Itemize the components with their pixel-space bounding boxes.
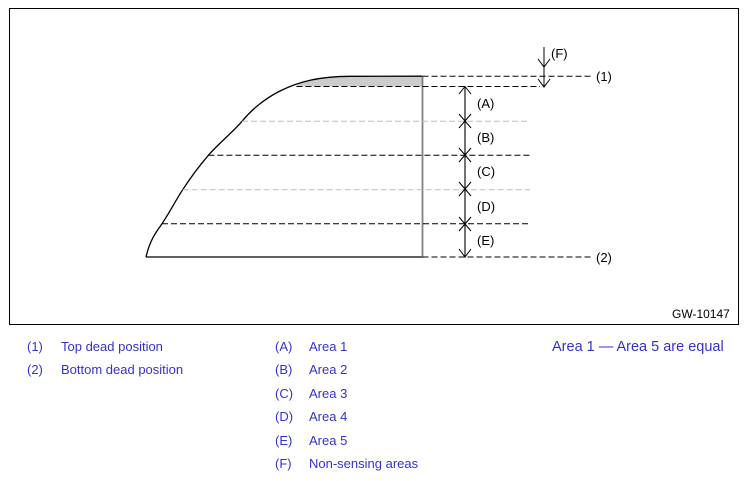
svg-text:(A): (A) <box>477 96 494 111</box>
svg-text:(F): (F) <box>551 46 568 61</box>
svg-text:(1): (1) <box>596 69 612 84</box>
svg-text:(D): (D) <box>477 199 495 214</box>
svg-text:(E): (E) <box>477 233 494 248</box>
svg-text:(B): (B) <box>477 130 494 145</box>
svg-text:(2): (2) <box>596 250 612 265</box>
svg-text:(C): (C) <box>477 164 495 179</box>
